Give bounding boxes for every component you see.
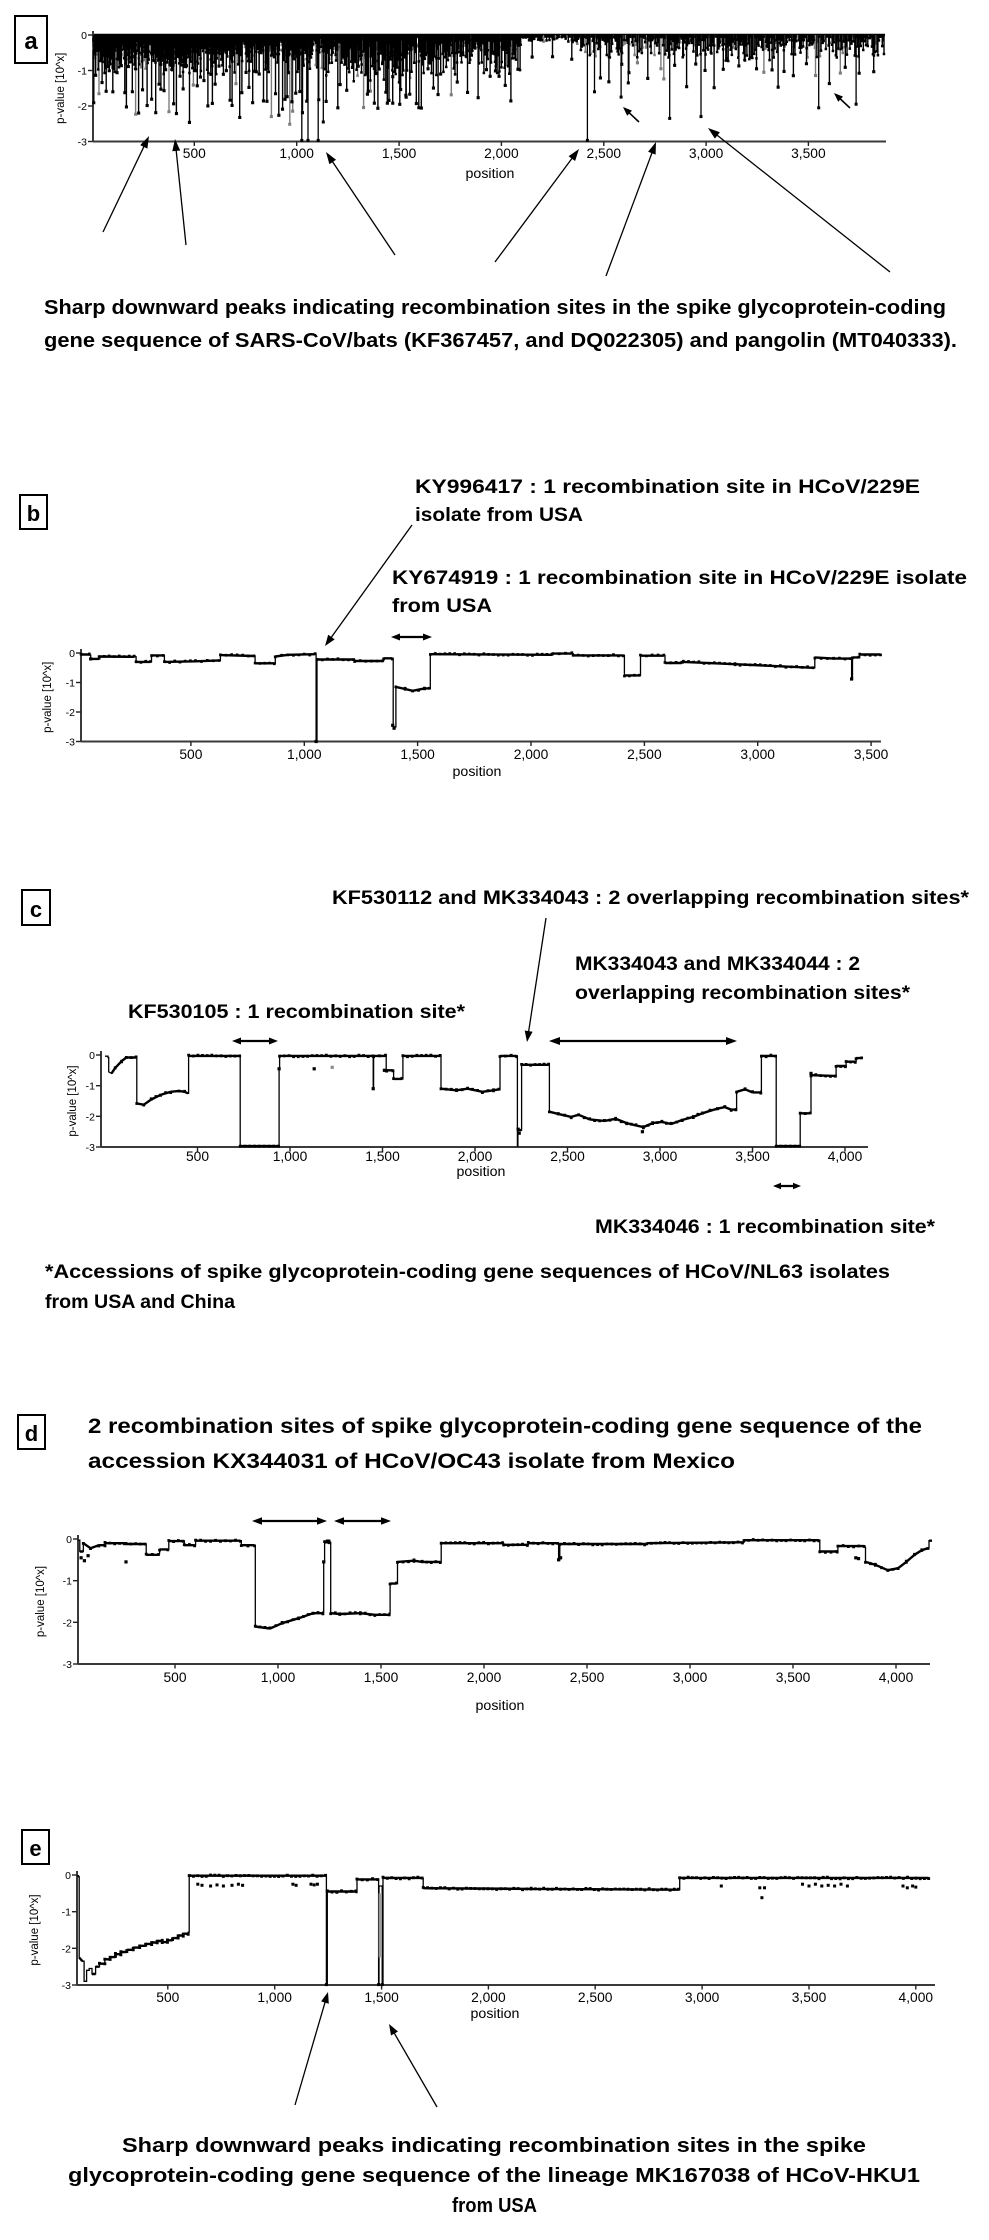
svg-text:-1: -1 bbox=[62, 1907, 71, 1919]
svg-text:*Accessions of spike glycoprot: *Accessions of spike glycoprotein-coding… bbox=[45, 1261, 890, 1283]
svg-text:d: d bbox=[25, 1421, 38, 1446]
svg-text:1,000: 1,000 bbox=[257, 1990, 292, 2005]
svg-text:2,500: 2,500 bbox=[587, 146, 622, 161]
svg-text:1,500: 1,500 bbox=[364, 1990, 399, 2005]
svg-text:Sharp downward peaks indicatin: Sharp downward peaks indicating recombin… bbox=[122, 2135, 866, 2157]
svg-text:MK334046 : 1 recombination sit: MK334046 : 1 recombination site* bbox=[595, 1216, 935, 1238]
svg-text:500: 500 bbox=[183, 146, 206, 161]
svg-text:-3: -3 bbox=[78, 137, 87, 149]
svg-text:3,500: 3,500 bbox=[791, 146, 826, 161]
svg-text:2 recombination sites of spike: 2 recombination sites of spike glycoprot… bbox=[88, 1414, 922, 1438]
svg-text:-2: -2 bbox=[78, 101, 87, 113]
svg-text:p-value [10^x]: p-value [10^x] bbox=[29, 1894, 41, 1965]
svg-text:-3: -3 bbox=[86, 1142, 95, 1154]
svg-text:isolate from USA: isolate from USA bbox=[415, 504, 583, 526]
svg-text:e: e bbox=[29, 1836, 41, 1861]
svg-text:2,000: 2,000 bbox=[484, 146, 519, 161]
svg-text:0: 0 bbox=[66, 1534, 72, 1546]
svg-text:position: position bbox=[453, 764, 502, 780]
svg-text:1,500: 1,500 bbox=[365, 1149, 400, 1164]
svg-text:Sharp downward peaks indicatin: Sharp downward peaks indicating recombin… bbox=[44, 297, 946, 319]
svg-text:from USA: from USA bbox=[392, 595, 492, 617]
svg-text:3,000: 3,000 bbox=[643, 1149, 678, 1164]
svg-text:p-value [10^x]: p-value [10^x] bbox=[55, 53, 67, 124]
svg-text:KY996417 : 1 recombination sit: KY996417 : 1 recombination site in HCoV/… bbox=[415, 476, 920, 498]
svg-text:1,000: 1,000 bbox=[261, 1670, 296, 1685]
svg-text:MK334043 and MK334044 : 2: MK334043 and MK334044 : 2 bbox=[575, 953, 860, 975]
svg-text:p-value [10^x]: p-value [10^x] bbox=[35, 1566, 47, 1637]
svg-text:-2: -2 bbox=[66, 707, 75, 719]
svg-text:KF530105 : 1 recombination sit: KF530105 : 1 recombination site* bbox=[128, 1001, 465, 1023]
svg-text:2,500: 2,500 bbox=[550, 1149, 585, 1164]
svg-text:4,000: 4,000 bbox=[828, 1149, 863, 1164]
svg-text:2,000: 2,000 bbox=[471, 1990, 506, 2005]
svg-text:500: 500 bbox=[179, 747, 202, 762]
svg-text:2,000: 2,000 bbox=[514, 747, 549, 762]
svg-text:2,500: 2,500 bbox=[570, 1670, 605, 1685]
svg-text:500: 500 bbox=[163, 1670, 186, 1685]
svg-text:4,000: 4,000 bbox=[899, 1990, 934, 2005]
svg-text:1,500: 1,500 bbox=[400, 747, 435, 762]
svg-text:3,500: 3,500 bbox=[854, 747, 889, 762]
svg-text:-3: -3 bbox=[62, 1980, 71, 1992]
svg-text:position: position bbox=[471, 2006, 520, 2022]
svg-text:-3: -3 bbox=[63, 1659, 72, 1671]
svg-text:0: 0 bbox=[89, 1050, 95, 1062]
svg-text:-1: -1 bbox=[78, 66, 87, 78]
svg-text:gene sequence of SARS-CoV/bats: gene sequence of SARS-CoV/bats (KF367457… bbox=[44, 330, 957, 352]
svg-text:KY674919 : 1 recombination sit: KY674919 : 1 recombination site in HCoV/… bbox=[392, 567, 967, 589]
svg-text:0: 0 bbox=[81, 30, 87, 42]
svg-text:KF530112 and MK334043 : 2 ove: KF530112 and MK334043 : 2 overlapping re… bbox=[332, 887, 969, 909]
svg-text:-2: -2 bbox=[62, 1943, 71, 1955]
svg-text:500: 500 bbox=[156, 1990, 179, 2005]
svg-text:position: position bbox=[457, 1164, 506, 1180]
svg-text:3,500: 3,500 bbox=[776, 1670, 811, 1685]
svg-text:3,000: 3,000 bbox=[673, 1670, 708, 1685]
svg-text:1,000: 1,000 bbox=[273, 1149, 308, 1164]
svg-text:2,500: 2,500 bbox=[578, 1990, 613, 2005]
svg-text:-2: -2 bbox=[63, 1617, 72, 1629]
svg-text:0: 0 bbox=[69, 648, 75, 660]
svg-text:3,000: 3,000 bbox=[740, 747, 775, 762]
svg-text:2,000: 2,000 bbox=[458, 1149, 493, 1164]
svg-text:-2: -2 bbox=[86, 1111, 95, 1123]
svg-text:1,000: 1,000 bbox=[279, 146, 314, 161]
svg-text:2,500: 2,500 bbox=[627, 747, 662, 762]
svg-text:4,000: 4,000 bbox=[879, 1670, 914, 1685]
svg-text:-1: -1 bbox=[66, 678, 75, 690]
svg-text:3,500: 3,500 bbox=[735, 1149, 770, 1164]
svg-text:-3: -3 bbox=[66, 737, 75, 749]
svg-text:1,500: 1,500 bbox=[364, 1670, 399, 1685]
svg-text:from USA: from USA bbox=[452, 2195, 537, 2217]
svg-text:from USA and China: from USA and China bbox=[45, 1291, 235, 1313]
svg-text:1,000: 1,000 bbox=[287, 747, 322, 762]
svg-text:b: b bbox=[27, 501, 40, 526]
svg-text:3,000: 3,000 bbox=[689, 146, 724, 161]
svg-text:position: position bbox=[466, 166, 515, 182]
svg-text:500: 500 bbox=[186, 1149, 209, 1164]
svg-text:glycoprotein-coding gene seque: glycoprotein-coding gene sequence of the… bbox=[68, 2165, 920, 2187]
svg-text:a: a bbox=[24, 28, 38, 55]
svg-text:-1: -1 bbox=[63, 1576, 72, 1588]
svg-text:c: c bbox=[30, 897, 42, 922]
svg-text:2,000: 2,000 bbox=[467, 1670, 502, 1685]
svg-text:p-value [10^x]: p-value [10^x] bbox=[67, 1065, 79, 1136]
svg-text:accession KX344031 of HCoV/OC4: accession KX344031 of HCoV/OC43 isolate … bbox=[88, 1449, 735, 1473]
svg-text:-1: -1 bbox=[86, 1081, 95, 1093]
svg-text:1,500: 1,500 bbox=[382, 146, 417, 161]
svg-text:overlapping recombination site: overlapping recombination sites* bbox=[575, 982, 910, 1004]
svg-text:3,500: 3,500 bbox=[792, 1990, 827, 2005]
svg-text:p-value [10^x]: p-value [10^x] bbox=[42, 662, 54, 733]
svg-text:position: position bbox=[476, 1698, 525, 1714]
svg-text:3,000: 3,000 bbox=[685, 1990, 720, 2005]
svg-text:0: 0 bbox=[65, 1870, 71, 1882]
